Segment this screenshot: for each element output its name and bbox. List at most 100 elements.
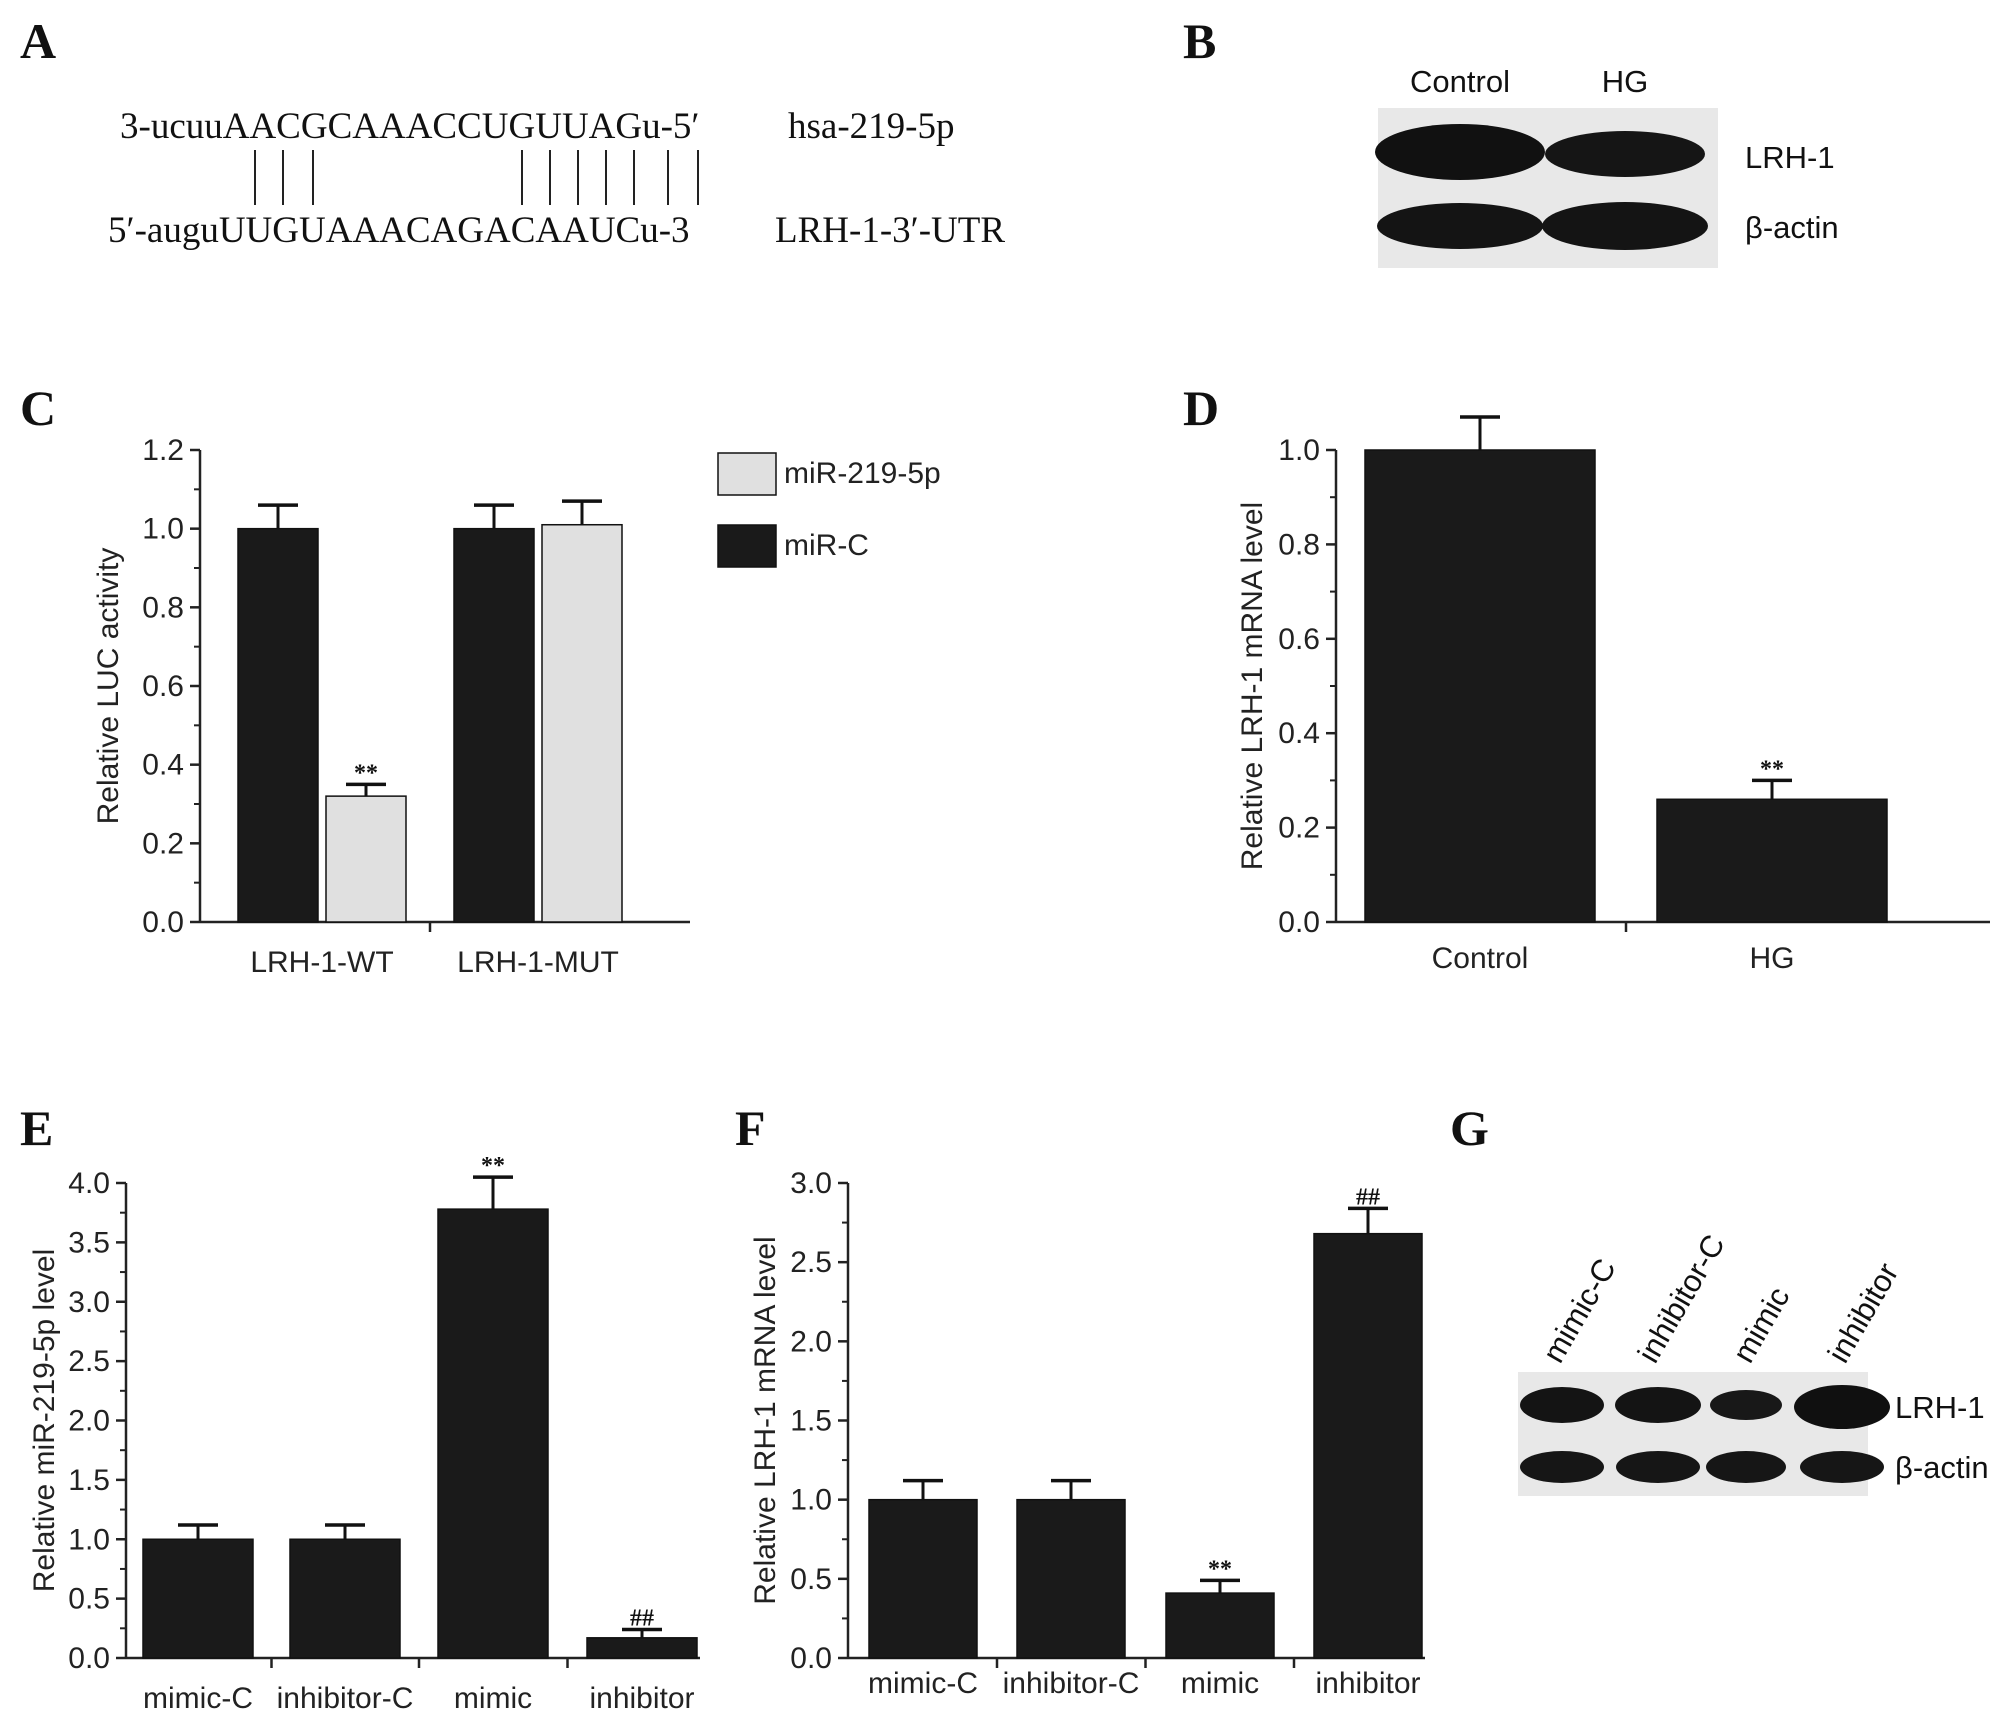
y-tick-label: 0.0 <box>790 1642 832 1675</box>
legend-label: miR-C <box>784 529 869 562</box>
y-tick-label: 2.0 <box>68 1405 110 1438</box>
x-tick-label: LRH-1-MUT <box>457 946 619 979</box>
panel-letter-g: G <box>1450 1100 1489 1156</box>
bar <box>325 795 407 923</box>
lane-label-hg: HG <box>1602 64 1649 99</box>
row-label-lrh1: LRH-1 <box>1745 140 1835 175</box>
blot-band <box>1375 124 1545 180</box>
y-tick-label: 0.0 <box>142 906 184 939</box>
y-tick-label: 0.8 <box>1278 528 1320 561</box>
western-blot-g: mimic-C inhibitor-C mimic inhibitor LRH-… <box>1518 1229 1989 1496</box>
y-tick-label: 0.4 <box>142 749 184 782</box>
y-tick-label: 2.0 <box>790 1325 832 1358</box>
x-tick-label: LRH-1-WT <box>250 946 393 979</box>
y-tick-label: 0.6 <box>142 670 184 703</box>
y-axis-label: Relative LUC activity <box>92 548 125 825</box>
x-tick-label: mimic <box>454 1682 532 1709</box>
y-tick-label: 1.5 <box>790 1405 832 1438</box>
blot-band <box>1520 1451 1604 1483</box>
bar <box>1656 798 1888 923</box>
y-tick-label: 3.0 <box>68 1286 110 1319</box>
y-tick-label: 0.5 <box>790 1563 832 1596</box>
legend-swatch <box>717 452 777 496</box>
lane-label-control: Control <box>1410 64 1510 99</box>
x-tick-label: inhibitor <box>1315 1667 1420 1700</box>
target-strand: 5′-auguUUGUAAACAGACAAUCu-3 <box>108 210 690 251</box>
bar <box>1313 1232 1423 1659</box>
y-tick-label: 0.2 <box>1278 812 1320 845</box>
lane-label-mimic: mimic <box>1726 1281 1797 1369</box>
y-axis-label: Relative LRH-1 mRNA level <box>749 1236 782 1604</box>
y-tick-label: 0.6 <box>1278 623 1320 656</box>
chart-f-lrh1-mrna: 0.0 0.5 1.0 1.5 2.0 2.5 3.0 Relative LRH-1 mRNA… <box>749 1167 1425 1700</box>
blot-band <box>1710 1390 1782 1420</box>
blot-band <box>1545 131 1705 177</box>
mirna-label: hsa-219-5p <box>788 106 954 147</box>
chart-c-luc-activity: 0.0 0.2 0.4 0.6 0.8 1.0 1.2 Relative LUC activi… <box>92 434 941 979</box>
y-tick-label: 0.2 <box>142 827 184 860</box>
y-tick-label: 4.0 <box>68 1167 110 1200</box>
x-tick-label: inhibitor-C <box>1003 1667 1140 1700</box>
mirna-strand: 3-ucuuAACGCAAACCUGUUAGu-5′ <box>120 106 700 147</box>
sequence-alignment: 3-ucuuAACGCAAACCUGUUAGu-5′ hsa-219-5p 5′… <box>108 106 1005 251</box>
bar <box>541 523 623 923</box>
panel-letter-d: D <box>1183 380 1219 436</box>
bar <box>868 1498 978 1659</box>
bar <box>1165 1592 1275 1659</box>
x-tick-label: HG <box>1750 942 1795 975</box>
blot-band <box>1377 203 1543 249</box>
y-tick-label: 0.0 <box>68 1642 110 1675</box>
legend-label: miR-219-5p <box>784 457 941 490</box>
y-axis-label: Relative miR-219-5p level <box>28 1249 61 1592</box>
y-tick-label: 2.5 <box>790 1246 832 1279</box>
row-label-actin: β-actin <box>1745 210 1839 245</box>
bar <box>453 527 535 923</box>
base-pairing-lines <box>254 150 699 205</box>
blot-band <box>1542 202 1708 250</box>
bar <box>142 1538 254 1659</box>
blot-band <box>1615 1387 1701 1423</box>
legend-swatch <box>717 524 777 568</box>
significance-marker: ** <box>1208 1556 1232 1582</box>
panel-letter-f: F <box>735 1100 766 1156</box>
chart-e-mir219-level: 0.0 0.5 1.0 1.5 2.0 2.5 3.0 3.5 4.0 Relative miR-… <box>28 1153 700 1709</box>
bar <box>437 1208 549 1659</box>
panel-letter-c: C <box>20 380 56 436</box>
target-label: LRH-1-3′-UTR <box>775 210 1005 251</box>
y-tick-label: 3.0 <box>790 1167 832 1200</box>
bar <box>289 1538 401 1659</box>
blot-band <box>1794 1385 1890 1429</box>
blot-band <box>1706 1451 1786 1483</box>
significance-marker: ** <box>354 760 378 786</box>
bar <box>237 527 319 923</box>
y-axis-label: Relative LRH-1 mRNA level <box>1236 502 1269 870</box>
panel-letter-a: A <box>20 13 56 69</box>
lane-label-mimic-c: mimic-C <box>1536 1253 1623 1369</box>
x-tick-label: inhibitor <box>589 1682 694 1709</box>
panel-letter-b: B <box>1183 13 1216 69</box>
y-tick-label: 1.0 <box>1278 434 1320 467</box>
x-tick-label: Control <box>1432 942 1529 975</box>
x-tick-label: mimic-C <box>868 1667 978 1700</box>
lane-label-inhibitor-c: inhibitor-C <box>1631 1229 1732 1369</box>
x-tick-label: inhibitor-C <box>277 1682 414 1709</box>
chart-d-lrh1-mrna: 0.0 0.2 0.4 0.6 0.8 1.0 Relative LRH-1 mRNA le… <box>1236 415 1990 975</box>
bar <box>586 1637 698 1659</box>
significance-marker: ## <box>1356 1184 1380 1210</box>
x-tick-label: mimic <box>1181 1667 1259 1700</box>
row-label-lrh1: LRH-1 <box>1895 1390 1985 1425</box>
y-tick-label: 1.0 <box>142 513 184 546</box>
y-tick-label: 1.0 <box>68 1523 110 1556</box>
significance-marker: ## <box>630 1606 654 1632</box>
western-blot-b: Control HG LRH-1 β-actin <box>1375 64 1839 268</box>
blot-band <box>1520 1387 1604 1423</box>
bar <box>1364 449 1596 923</box>
y-tick-label: 2.5 <box>68 1345 110 1378</box>
y-tick-label: 0.0 <box>1278 906 1320 939</box>
lane-label-inhibitor: inhibitor <box>1821 1257 1906 1369</box>
row-label-actin: β-actin <box>1895 1450 1989 1485</box>
y-tick-label: 1.5 <box>68 1464 110 1497</box>
significance-marker: ** <box>481 1153 505 1179</box>
y-tick-label: 1.0 <box>790 1484 832 1517</box>
